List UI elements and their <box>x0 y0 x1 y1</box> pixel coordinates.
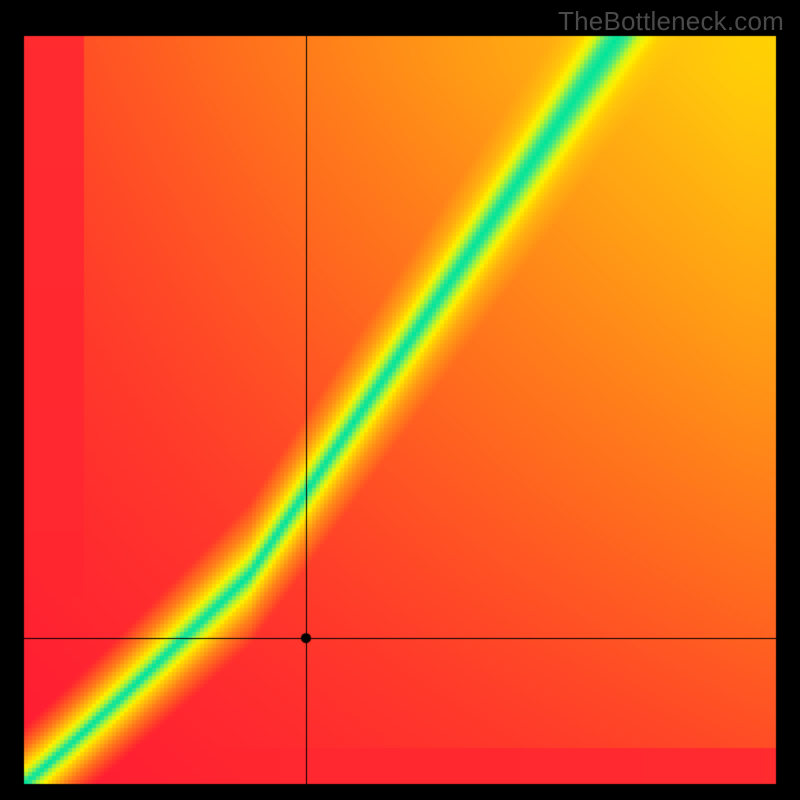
chart-container: TheBottleneck.com <box>0 0 800 800</box>
heatmap-canvas <box>0 0 800 800</box>
